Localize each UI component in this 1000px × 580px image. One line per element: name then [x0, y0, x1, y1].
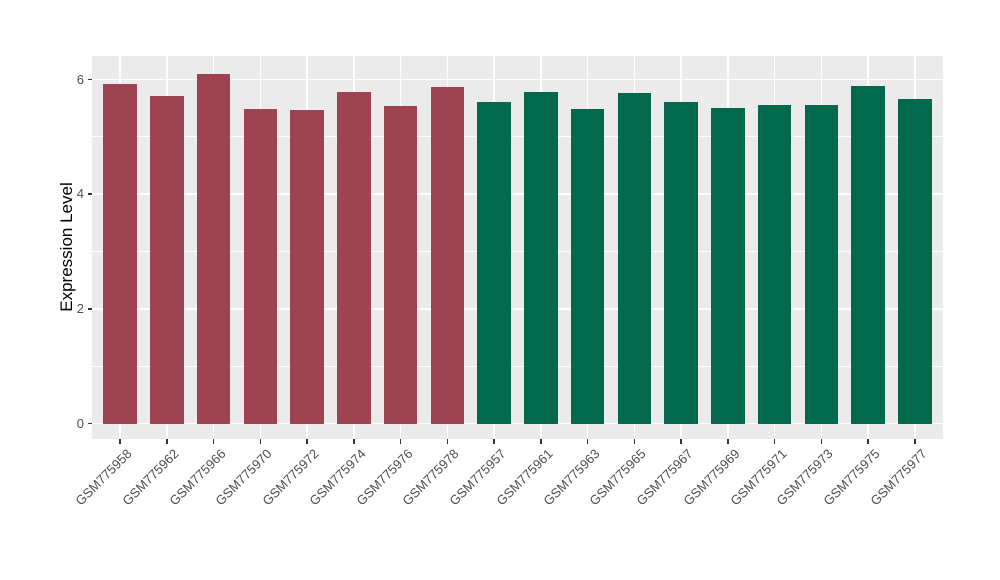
y-tick-label: 4 [76, 186, 84, 202]
bar-GSM775962 [150, 95, 184, 424]
bar-GSM775971 [757, 105, 792, 424]
y-tick-mark [87, 193, 92, 195]
x-tick-mark [867, 439, 869, 444]
bar-GSM775963 [570, 109, 605, 424]
x-tick-mark [493, 439, 495, 444]
bar-GSM775966 [196, 74, 231, 424]
x-tick-mark [727, 439, 729, 444]
bar-GSM775974 [337, 92, 371, 424]
x-tick-mark [586, 439, 589, 444]
x-tick-mark [212, 439, 215, 444]
bar-GSM775972 [290, 110, 324, 424]
x-tick-mark [399, 439, 402, 444]
x-tick-mark [914, 439, 916, 444]
bar-GSM775978 [430, 86, 465, 424]
minor-gridline [92, 365, 943, 367]
y-tick-label: 6 [76, 71, 84, 87]
bar-GSM775957 [477, 102, 511, 424]
x-tick-mark [166, 439, 168, 444]
bar-GSM775958 [103, 84, 137, 424]
y-tick-label: 2 [76, 300, 84, 316]
bar-GSM775970 [243, 109, 278, 424]
y-tick-mark [87, 78, 92, 81]
x-tick-mark [353, 439, 355, 444]
x-tick-mark [820, 439, 823, 444]
bar-GSM775976 [383, 106, 418, 424]
bar-GSM775965 [617, 92, 652, 424]
bar-GSM775977 [898, 99, 932, 424]
major-gridline [92, 78, 943, 81]
bar-GSM775973 [804, 105, 839, 424]
bar-GSM775967 [664, 102, 698, 424]
major-gridline [92, 422, 943, 425]
x-tick-mark [259, 439, 262, 444]
x-tick-mark [680, 439, 682, 444]
x-tick-mark [119, 439, 121, 444]
x-tick-mark [306, 439, 308, 444]
major-gridline [92, 308, 943, 310]
minor-gridline [92, 136, 943, 138]
x-tick-mark [773, 439, 776, 444]
x-tick-mark [540, 439, 542, 444]
major-gridline [92, 193, 943, 195]
y-tick-mark [87, 422, 92, 425]
plot-panel [92, 56, 943, 439]
y-tick-label: 0 [76, 415, 84, 431]
bar-GSM775969 [711, 108, 745, 424]
bar-GSM775961 [524, 91, 558, 424]
x-tick-mark [633, 439, 636, 444]
x-tick-mark [446, 439, 449, 444]
y-tick-mark [87, 308, 92, 310]
bar-GSM775975 [851, 85, 885, 424]
minor-gridline [92, 251, 943, 252]
